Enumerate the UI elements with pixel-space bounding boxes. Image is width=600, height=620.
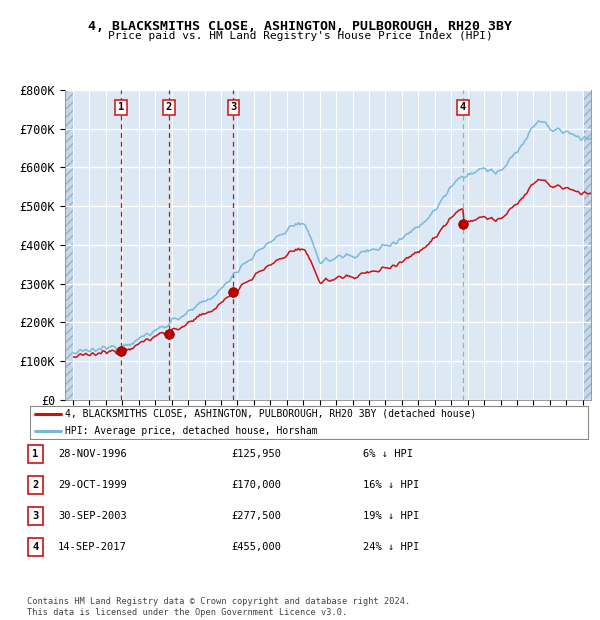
Text: 3: 3 bbox=[230, 102, 236, 112]
FancyBboxPatch shape bbox=[30, 405, 588, 439]
Text: 4: 4 bbox=[460, 102, 466, 112]
Text: 4: 4 bbox=[32, 542, 38, 552]
Bar bbox=[65, 90, 73, 400]
Text: 1: 1 bbox=[118, 102, 124, 112]
Text: 30-SEP-2003: 30-SEP-2003 bbox=[58, 511, 127, 521]
Text: 6% ↓ HPI: 6% ↓ HPI bbox=[363, 449, 413, 459]
Text: £170,000: £170,000 bbox=[231, 480, 281, 490]
Bar bbox=[583, 90, 591, 400]
Bar bbox=[583, 90, 591, 400]
Text: 3: 3 bbox=[32, 511, 38, 521]
Text: HPI: Average price, detached house, Horsham: HPI: Average price, detached house, Hors… bbox=[65, 426, 318, 436]
Text: 2: 2 bbox=[32, 480, 38, 490]
FancyBboxPatch shape bbox=[28, 445, 43, 463]
Text: £455,000: £455,000 bbox=[231, 542, 281, 552]
Text: 1: 1 bbox=[32, 449, 38, 459]
Text: 24% ↓ HPI: 24% ↓ HPI bbox=[363, 542, 419, 552]
FancyBboxPatch shape bbox=[28, 507, 43, 525]
Text: £277,500: £277,500 bbox=[231, 511, 281, 521]
Text: 16% ↓ HPI: 16% ↓ HPI bbox=[363, 480, 419, 490]
Text: 19% ↓ HPI: 19% ↓ HPI bbox=[363, 511, 419, 521]
Text: 29-OCT-1999: 29-OCT-1999 bbox=[58, 480, 127, 490]
Text: Price paid vs. HM Land Registry's House Price Index (HPI): Price paid vs. HM Land Registry's House … bbox=[107, 31, 493, 41]
Bar bbox=[65, 90, 73, 400]
Text: £125,950: £125,950 bbox=[231, 449, 281, 459]
Text: 2: 2 bbox=[166, 102, 172, 112]
Text: 28-NOV-1996: 28-NOV-1996 bbox=[58, 449, 127, 459]
FancyBboxPatch shape bbox=[28, 476, 43, 494]
Text: 4, BLACKSMITHS CLOSE, ASHINGTON, PULBOROUGH, RH20 3BY: 4, BLACKSMITHS CLOSE, ASHINGTON, PULBORO… bbox=[88, 20, 512, 33]
Text: 4, BLACKSMITHS CLOSE, ASHINGTON, PULBOROUGH, RH20 3BY (detached house): 4, BLACKSMITHS CLOSE, ASHINGTON, PULBORO… bbox=[65, 409, 476, 419]
FancyBboxPatch shape bbox=[28, 538, 43, 556]
Text: 14-SEP-2017: 14-SEP-2017 bbox=[58, 542, 127, 552]
Text: Contains HM Land Registry data © Crown copyright and database right 2024.
This d: Contains HM Land Registry data © Crown c… bbox=[27, 598, 410, 617]
